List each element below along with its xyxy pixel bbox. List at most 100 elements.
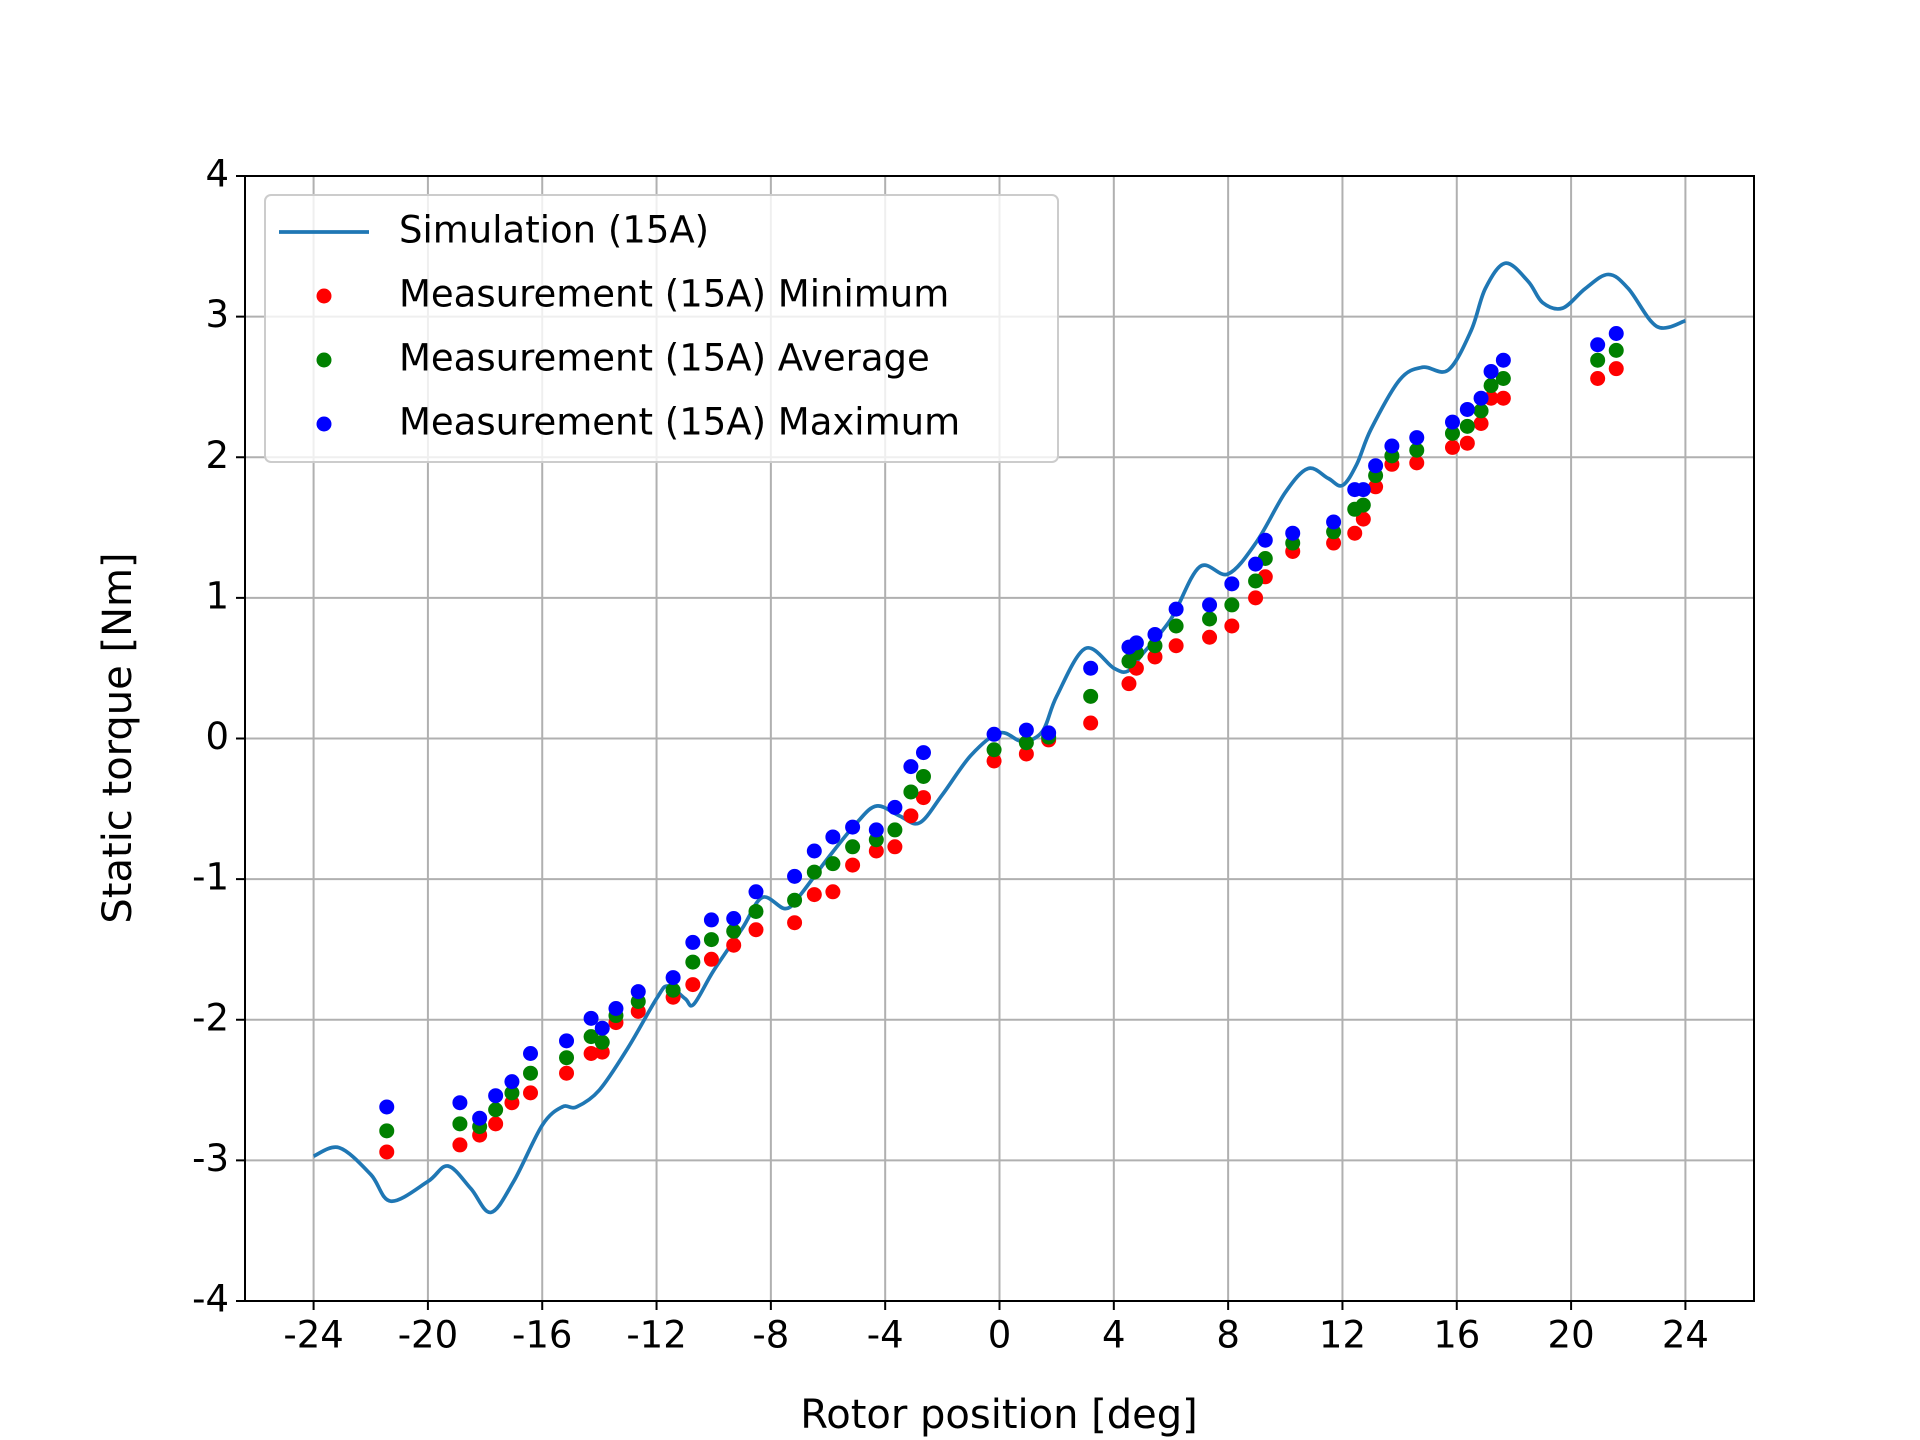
legend-box [264, 194, 1059, 463]
measurement-point [1083, 715, 1099, 731]
measurement-point [1409, 455, 1425, 471]
measurement-point [1347, 525, 1363, 541]
measurement-point [1473, 390, 1489, 406]
measurement-point [1083, 660, 1099, 676]
measurement-point [504, 1085, 520, 1101]
measurement-point [726, 911, 742, 926]
measurement-point [825, 856, 841, 872]
measurement-point [1128, 635, 1144, 651]
measurement-point [523, 1046, 539, 1061]
measurement-point [559, 1050, 575, 1066]
measurement-point [1473, 403, 1489, 419]
x-tick-label: 24 [1662, 1314, 1709, 1357]
measurement-point [1444, 414, 1460, 430]
measurement-point [685, 977, 701, 993]
measurement-point [726, 923, 742, 939]
measurement-point [1202, 611, 1218, 627]
measurement-point [1224, 597, 1240, 613]
measurement-point [1590, 371, 1606, 386]
measurement-point [1041, 725, 1057, 741]
measurement-point [806, 864, 822, 880]
measurement-point [583, 1029, 599, 1045]
legend: Simulation (15A) Measurement (15A) Minimu… [264, 194, 1059, 463]
measurement-point [1224, 618, 1240, 634]
measurement-point [583, 1010, 599, 1026]
x-tick-label: -24 [283, 1314, 343, 1357]
x-tick-label: -8 [752, 1314, 789, 1357]
measurement-point [594, 1034, 610, 1050]
measurement-point [559, 1065, 575, 1081]
measurement-point [1224, 576, 1240, 592]
y-axis-label: Static torque [Nm] [95, 552, 141, 923]
measurement-point [748, 922, 764, 938]
measurement-point [986, 726, 1002, 742]
measurement-point [1355, 482, 1371, 498]
measurement-point [1495, 390, 1511, 406]
y-tick-label: 1 [205, 574, 229, 617]
measurement-point [559, 1033, 575, 1049]
measurement-point [806, 887, 822, 903]
measurement-point [845, 839, 861, 855]
measurement-point [1608, 361, 1624, 377]
measurement-point [825, 829, 841, 845]
legend-marker [316, 416, 332, 432]
measurement-point [1257, 532, 1273, 548]
measurement-point [1444, 425, 1460, 441]
measurement-point [1355, 497, 1371, 513]
measurement-point [1018, 746, 1034, 762]
measurement-point [630, 984, 646, 1000]
measurement-point [472, 1110, 488, 1126]
legend-label: Measurement (15A) Maximum [399, 401, 960, 444]
measurement-point [1202, 597, 1218, 613]
measurement-point [685, 954, 701, 970]
measurement-point [1368, 479, 1384, 495]
measurement-point [1248, 556, 1264, 572]
y-tick-label: -4 [192, 1278, 229, 1321]
measurement-point [1409, 430, 1425, 446]
measurement-point [379, 1144, 395, 1160]
measurement-point [1121, 676, 1137, 692]
measurement-point [748, 884, 764, 900]
measurement-point [726, 937, 742, 953]
measurement-point [887, 839, 903, 855]
measurement-point [787, 915, 803, 931]
y-tick-label: 4 [205, 153, 229, 196]
measurement-point [1459, 418, 1475, 434]
measurement-point [703, 932, 719, 948]
x-axis-label: Rotor position [deg] [800, 1392, 1198, 1438]
x-tick-label: 20 [1548, 1314, 1595, 1357]
legend-marker [316, 352, 332, 368]
measurement-point [1368, 458, 1384, 474]
x-tick-label: -16 [512, 1314, 572, 1357]
x-tick-label: 16 [1433, 1314, 1480, 1357]
measurement-point [379, 1099, 395, 1115]
measurement-point [1018, 735, 1034, 751]
measurement-point [887, 822, 903, 838]
measurement-point [845, 819, 861, 835]
measurement-point [1248, 590, 1264, 606]
measurement-point [488, 1088, 504, 1104]
measurement-point [1495, 371, 1511, 386]
measurement-point [887, 799, 903, 815]
measurement-point [1168, 638, 1184, 654]
measurement-point [1285, 525, 1301, 541]
legend-label: Measurement (15A) Average [399, 337, 930, 380]
measurement-point [1483, 378, 1499, 394]
measurement-point [608, 1001, 624, 1016]
x-tick-label: 4 [1102, 1314, 1126, 1357]
x-tick-label: 12 [1319, 1314, 1366, 1357]
measurement-point [665, 982, 681, 998]
y-tick-label: 0 [205, 715, 229, 758]
measurement-point [1590, 352, 1606, 368]
measurement-point [1444, 439, 1460, 455]
measurement-point [915, 745, 931, 761]
measurement-point [1018, 722, 1034, 738]
x-tick-label: -12 [626, 1314, 686, 1357]
measurement-point [825, 884, 841, 900]
measurement-point [986, 753, 1002, 769]
measurement-point [748, 903, 764, 919]
x-tick-label: -4 [867, 1314, 904, 1357]
measurement-point [504, 1074, 520, 1090]
